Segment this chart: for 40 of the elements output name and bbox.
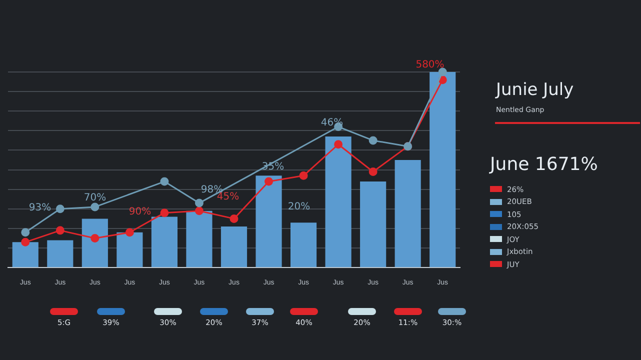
- bar: [116, 232, 143, 268]
- text: 580%: [416, 60, 444, 71]
- bar: [325, 136, 352, 268]
- point: [194, 198, 204, 208]
- annotation: 35%: [262, 162, 284, 173]
- point: [368, 136, 378, 145]
- annotation: 20%: [288, 202, 310, 213]
- point: [438, 68, 447, 76]
- annotation: 46%: [320, 118, 344, 129]
- point: [334, 140, 343, 149]
- point: [299, 171, 308, 180]
- point: [230, 214, 238, 223]
- point: [21, 228, 30, 237]
- bar: [430, 72, 456, 268]
- bar: [360, 182, 386, 268]
- point: [90, 234, 100, 243]
- bar: [394, 160, 421, 268]
- annotation: 93%: [28, 202, 52, 214]
- point: [160, 208, 169, 218]
- annotation: 70%: [84, 192, 106, 204]
- text: Junie July: [496, 80, 575, 100]
- point: [194, 206, 204, 216]
- point: [56, 226, 64, 235]
- annotation: 90%: [128, 206, 152, 218]
- text: June 1671%: [490, 154, 599, 175]
- point: [264, 177, 274, 186]
- point: [125, 228, 134, 237]
- point: [21, 238, 30, 246]
- bar: [186, 210, 212, 268]
- bar: [290, 222, 317, 268]
- bar: [12, 242, 38, 268]
- point: [90, 202, 100, 212]
- point: [160, 177, 169, 186]
- bar: [47, 240, 74, 268]
- point: [56, 204, 64, 214]
- point: [368, 168, 378, 176]
- bar: [82, 218, 108, 268]
- bar: [151, 216, 178, 268]
- bar: [256, 176, 282, 268]
- bar: [220, 226, 248, 268]
